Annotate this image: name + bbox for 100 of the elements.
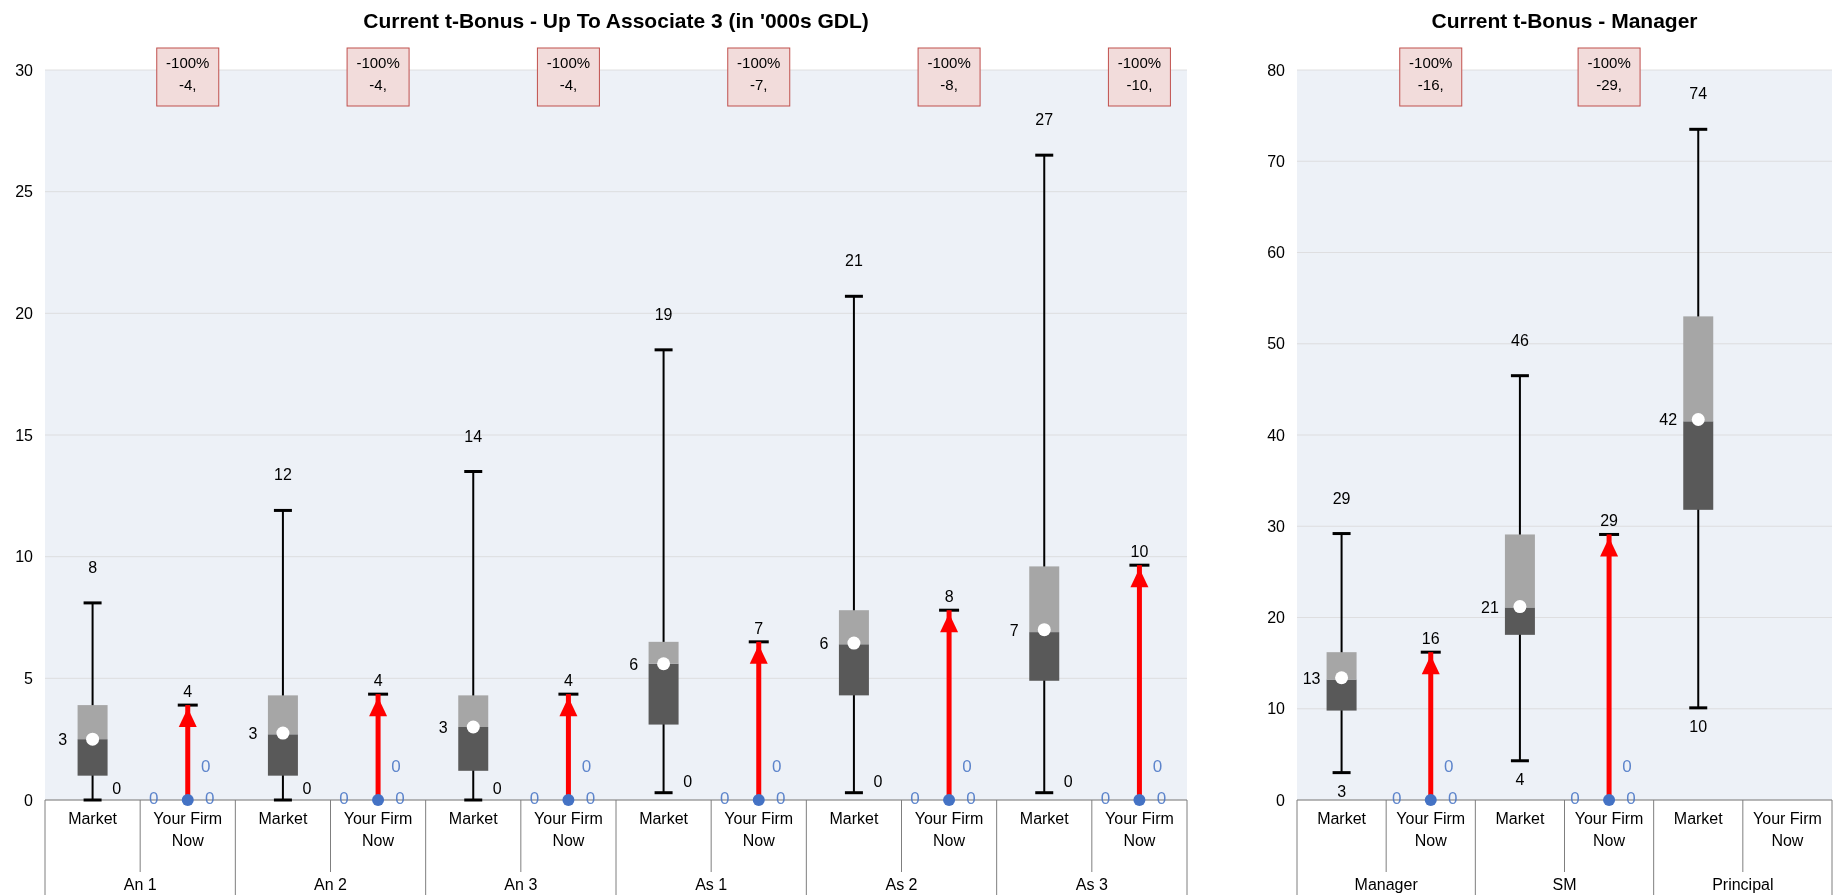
annotation: -100% -4, (356, 54, 400, 93)
annotation: 21 (845, 252, 863, 270)
annotation: -100% -7, (737, 54, 781, 93)
annotation: 4 (1515, 770, 1525, 788)
text: SM (1552, 876, 1577, 893)
data-label: 0 (1448, 789, 1458, 808)
data-label: 16 (1421, 630, 1440, 648)
data-label: 3 (438, 719, 448, 736)
annotation: 27 (1035, 111, 1054, 129)
data-label: 7 (1009, 621, 1019, 639)
x-tick-label: Market (829, 810, 879, 827)
text: 0 (772, 757, 782, 776)
y-tick-label: 10 (15, 548, 34, 566)
data-label: 6 (819, 635, 829, 653)
annotation: 10 (1689, 717, 1708, 735)
data-label: 29 (1600, 512, 1619, 530)
y-tick-label: 5 (24, 669, 34, 687)
text: 0 (1392, 789, 1402, 808)
point (1037, 623, 1051, 637)
y-tick-label: 20 (15, 304, 34, 322)
text: 0 (391, 757, 401, 776)
point (1133, 794, 1146, 806)
text: 0 (201, 757, 211, 776)
data-label: 8 (944, 588, 954, 606)
x-tick-label: Your Firm Now (1574, 810, 1644, 849)
annotation: 0 (873, 772, 883, 790)
data-label: 3 (58, 731, 68, 749)
annotation: -100% -4, (546, 54, 591, 93)
y-tick-label: 80 (1267, 61, 1286, 79)
data-label: 10 (1130, 543, 1149, 561)
annotation: 3 (1337, 782, 1347, 800)
text: An 2 (314, 876, 348, 893)
x-tick-label: Your Firm Now (724, 810, 794, 849)
data-label: 0 (966, 789, 976, 808)
x-tick-label: Your Firm Now (153, 810, 223, 849)
y-tick-label: 0 (1276, 791, 1286, 809)
data-label: 4 (183, 683, 193, 701)
point (1335, 671, 1349, 685)
x-tick-label: Your Firm Now (343, 810, 413, 849)
annotation: -100% -4, (166, 54, 210, 93)
annotation: 46 (1511, 331, 1529, 349)
data-label: 0 (776, 789, 786, 808)
text: As 2 (885, 876, 918, 893)
point (1424, 794, 1437, 806)
annotation: 0 (683, 772, 693, 790)
chart-title: Current t-Bonus - Up To Associate 3 (in '000s GDL) (363, 9, 869, 32)
text: An 1 (123, 876, 157, 893)
point (752, 794, 765, 806)
text: 0 (1100, 789, 1111, 808)
x-tick-label: Your Firm Now (1105, 810, 1174, 849)
data-label: 0 (585, 789, 596, 808)
annotation: 12 (274, 466, 292, 484)
data-label: 21 (1481, 598, 1499, 616)
point (276, 726, 290, 740)
data-label: 42 (1659, 411, 1678, 429)
y-tick-label: 10 (1267, 700, 1286, 718)
data-label: 4 (563, 672, 573, 690)
annotation: -100% -16, (1409, 54, 1453, 93)
point (466, 720, 480, 734)
text: 0 (962, 757, 972, 776)
text: An 3 (504, 876, 538, 893)
point (1603, 794, 1616, 806)
point (562, 794, 575, 806)
y-tick-label: 15 (15, 426, 34, 444)
y-tick-label: 25 (15, 183, 34, 201)
annotation: -100% -29, (1587, 54, 1631, 93)
y-tick-label: 30 (15, 61, 34, 79)
annotation: 0 (112, 780, 122, 797)
annotation: 0 (1063, 772, 1073, 790)
text: As 1 (695, 876, 728, 893)
data-label: 0 (1626, 789, 1636, 808)
x-tick-label: Your Firm Now (1396, 810, 1466, 849)
text: 0 (581, 757, 592, 776)
point (86, 732, 100, 746)
y-tick-label: 0 (24, 791, 34, 809)
text: 0 (529, 789, 540, 808)
point (847, 636, 861, 650)
x-tick-label: Market (1317, 810, 1367, 827)
point (657, 657, 671, 671)
y-tick-label: 40 (1267, 426, 1286, 444)
x-tick-label: Market (448, 810, 499, 827)
text: 0 (1622, 757, 1632, 776)
y-tick-label: 30 (1267, 517, 1286, 535)
x-tick-label: Market (1019, 810, 1070, 827)
data-label: 6 (629, 655, 639, 673)
annotation: 14 (464, 427, 483, 445)
annotation: 74 (1689, 85, 1708, 103)
y-tick-label: 20 (1267, 609, 1286, 627)
text: As 3 (1075, 876, 1108, 893)
x-tick-label: Your Firm Now (534, 810, 603, 849)
y-tick-label: 70 (1267, 152, 1286, 170)
annotation: 0 (302, 780, 312, 797)
x-tick-label: Market (1495, 810, 1545, 827)
data-label: 7 (754, 619, 764, 637)
text: 0 (149, 789, 159, 808)
data-label: 4 (373, 672, 383, 690)
text: 0 (339, 789, 349, 808)
annotation: 19 (654, 305, 673, 323)
text: 0 (910, 789, 920, 808)
point (1691, 412, 1705, 426)
